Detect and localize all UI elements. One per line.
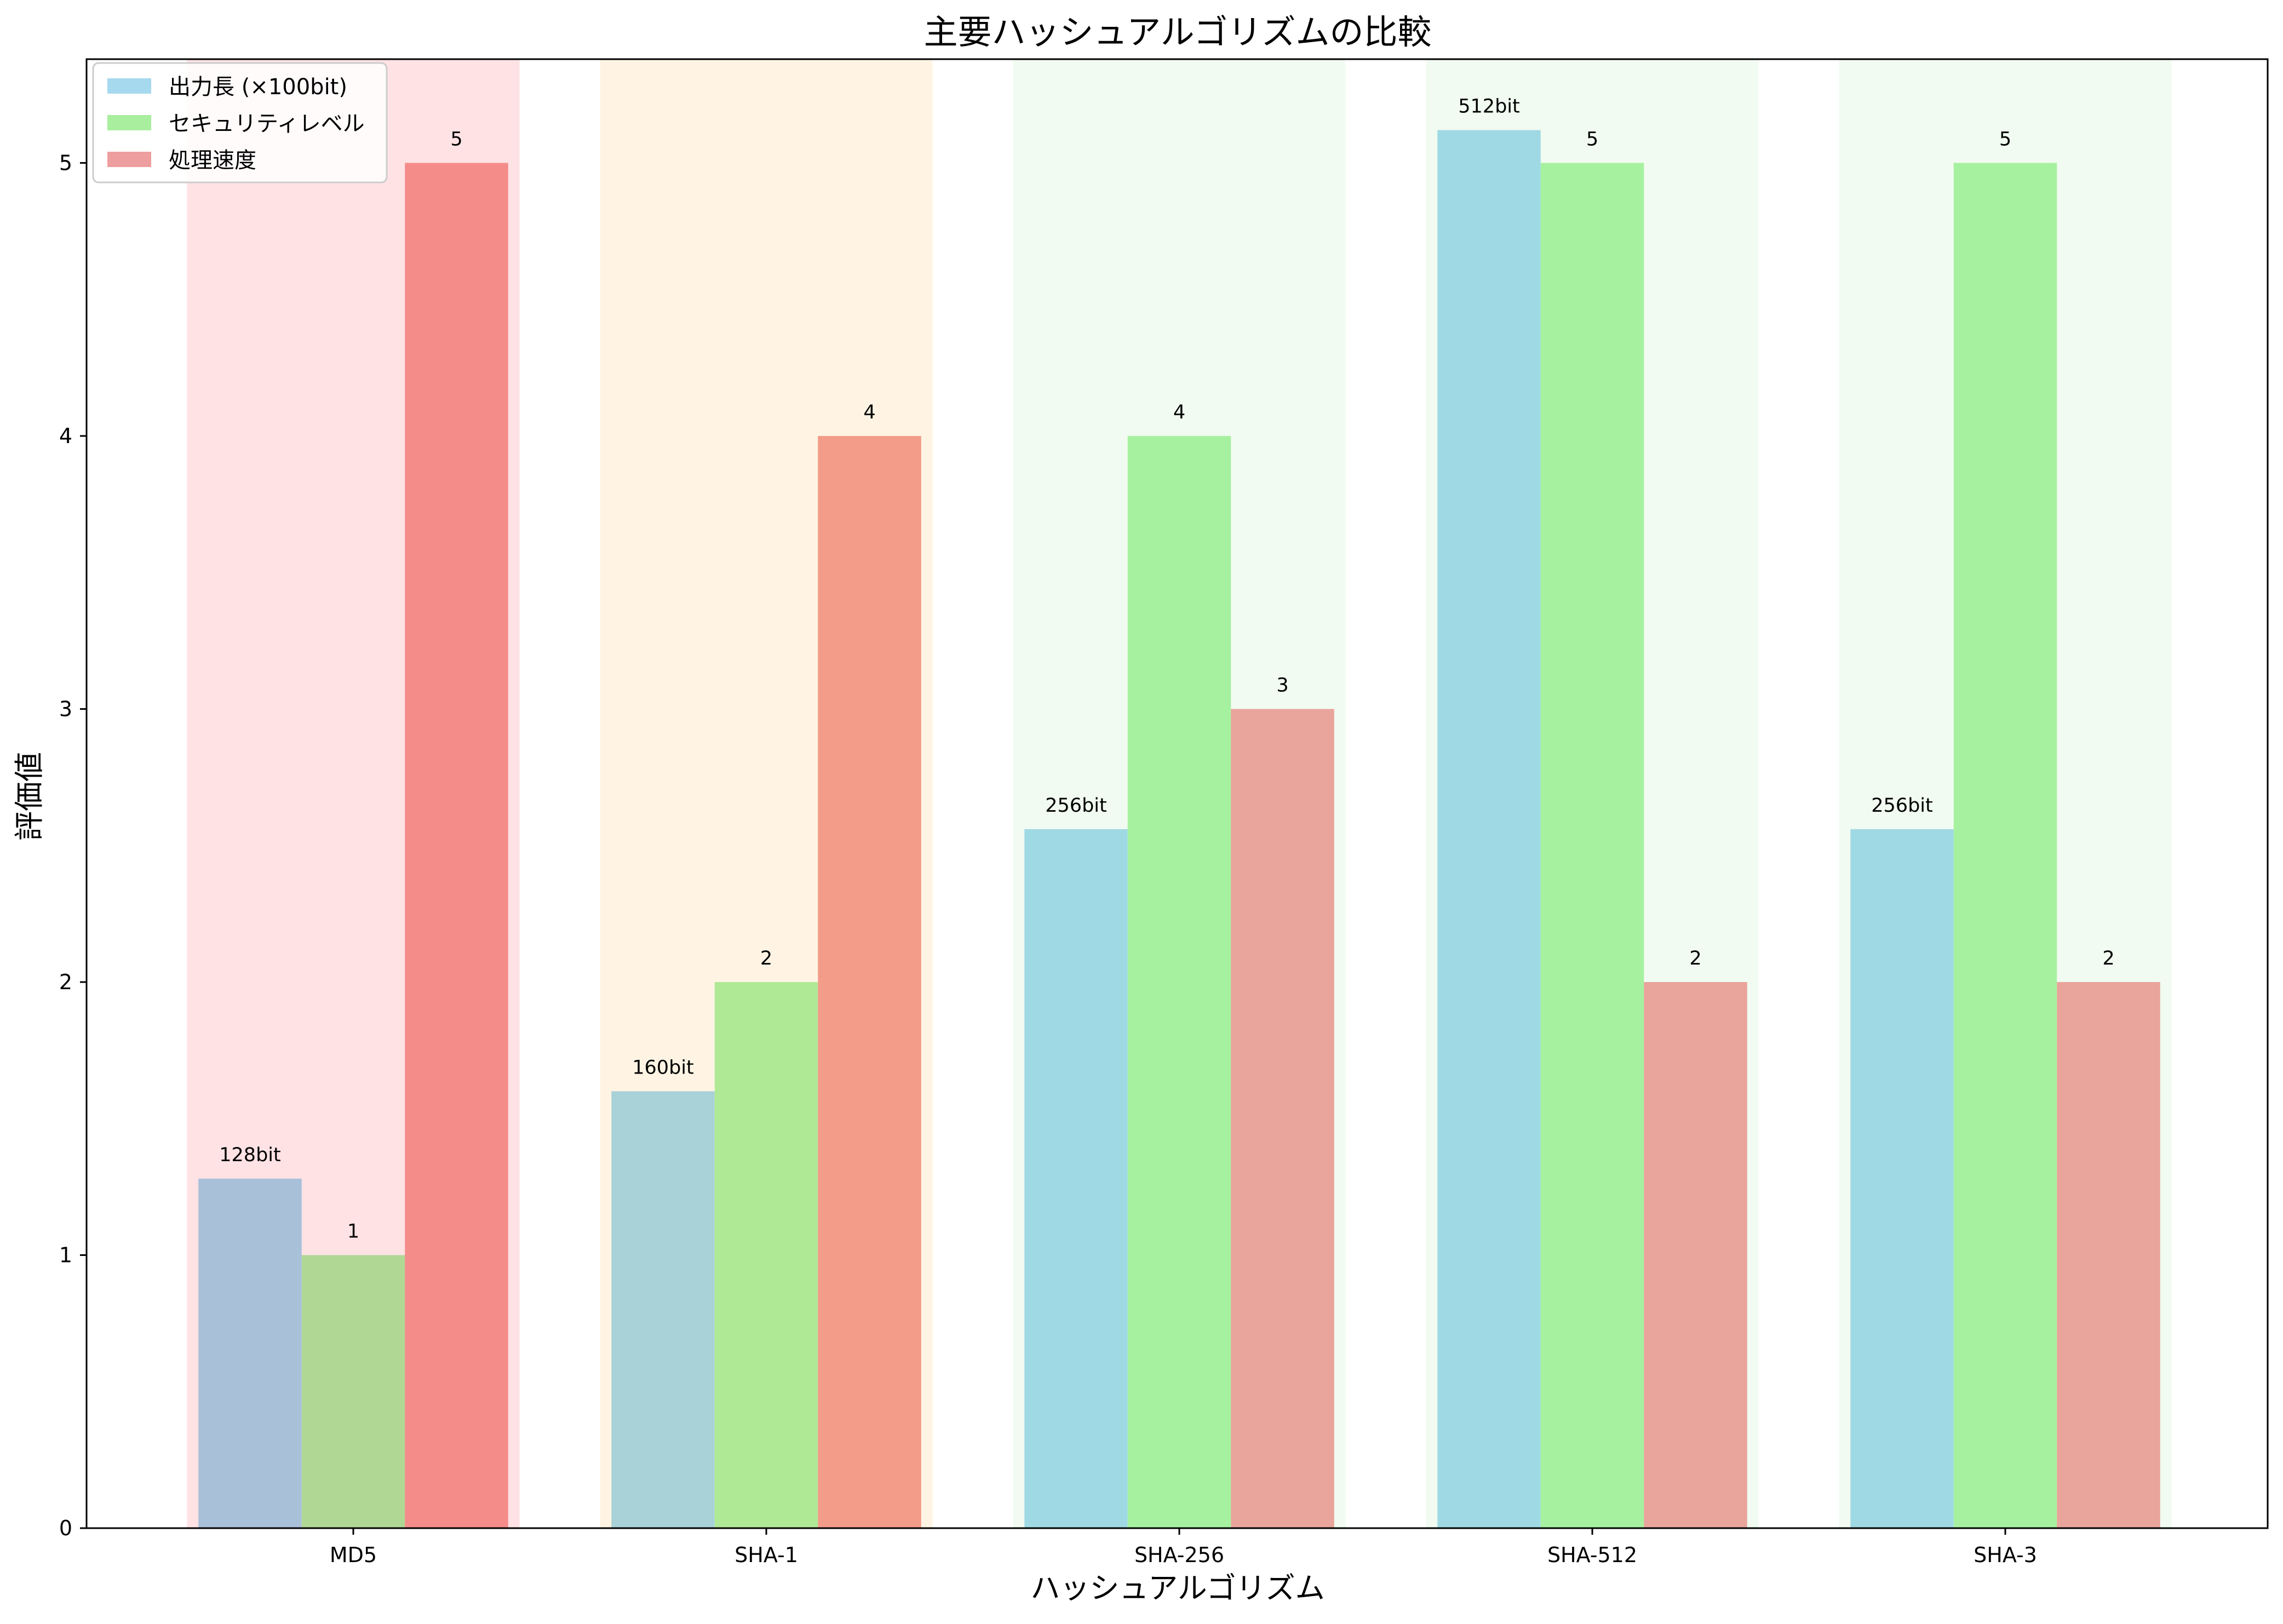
chart-title: 主要ハッシュアルゴリズムの比較 [924,12,1432,52]
bar-sha-3-series-1 [1953,163,2057,1528]
legend-swatch-output-length [107,78,151,94]
bar-md5-series-1 [301,1255,405,1528]
bar-sha-512-series-0 [1437,130,1541,1529]
bar-sha-512-series-1 [1540,163,1644,1528]
y-tick-label-3: 3 [59,697,72,721]
bars-layer [198,130,2160,1529]
y-tick-label-4: 4 [59,424,72,448]
data-label-md5-series-1: 1 [347,1220,359,1242]
legend: 出力長 (×100bit) セキュリティレベル 処理速度 [92,62,388,183]
data-labels-layer: 128bit 1 5 160bit 2 4 256bit 4 3 512bit 5 2 256bit 5 2 [219,96,2114,1243]
bar-md5-series-2 [405,163,508,1528]
data-label-sha-3-series-2: 2 [2102,948,2114,969]
data-label-sha-1-series-2: 4 [863,401,875,423]
data-label-sha-512-series-0: 512bit [1458,96,1519,118]
data-label-sha-512-series-2: 2 [1689,948,1701,969]
plot-frame [85,58,2269,1529]
data-label-sha-3-series-0: 256bit [1871,795,1932,817]
y-tick-label-5: 5 [59,151,72,175]
legend-swatch-security-level [107,115,151,130]
x-tick-label-sha-512: SHA-512 [1547,1543,1637,1567]
bar-sha-256-series-0 [1024,829,1128,1528]
bar-sha-256-series-2 [1231,709,1334,1528]
data-label-sha-1-series-0: 160bit [632,1057,693,1078]
y-tick-label-1: 1 [59,1243,72,1267]
x-tick-label-md5: MD5 [330,1543,377,1567]
bar-sha-256-series-1 [1127,435,1231,1528]
x-tick-label-sha-3: SHA-3 [1974,1543,2037,1567]
y-tick-label-2: 2 [59,970,72,994]
data-label-sha-256-series-2: 3 [1276,674,1288,696]
bar-sha-3-series-2 [2057,982,2160,1528]
axes-layer: MD5 SHA-1 SHA-256 SHA-512 SHA-3 0 1 2 3 4 5 [59,58,2269,1567]
data-label-sha-3-series-1: 5 [1999,128,2011,150]
legend-label-output-length: 出力長 (×100bit) [169,74,347,100]
y-tick-label-0: 0 [59,1516,72,1540]
bar-sha-1-series-2 [818,435,921,1528]
bar-sha-512-series-2 [1644,982,1747,1528]
x-axis-title: ハッシュアルゴリズム [1030,1571,1324,1605]
y-axis-title: 評価値 [12,752,47,841]
bar-sha-1-series-1 [714,982,818,1528]
legend-swatch-processing-speed [107,152,151,167]
legend-label-security-level: セキュリティレベル [169,111,365,136]
data-label-md5-series-2: 5 [450,128,462,150]
bar-sha-1-series-0 [611,1091,715,1528]
data-label-sha-256-series-1: 4 [1173,401,1185,423]
x-tick-label-sha-256: SHA-256 [1134,1543,1224,1567]
data-label-md5-series-0: 128bit [219,1144,280,1166]
legend-label-processing-speed: 処理速度 [169,148,256,173]
x-tick-label-sha-1: SHA-1 [735,1543,798,1567]
bar-md5-series-0 [198,1178,302,1528]
data-label-sha-256-series-0: 256bit [1045,795,1106,817]
data-label-sha-512-series-1: 5 [1586,128,1598,150]
data-label-sha-1-series-1: 2 [760,948,772,969]
legend-frame [92,62,388,183]
bar-sha-3-series-0 [1850,829,1954,1528]
